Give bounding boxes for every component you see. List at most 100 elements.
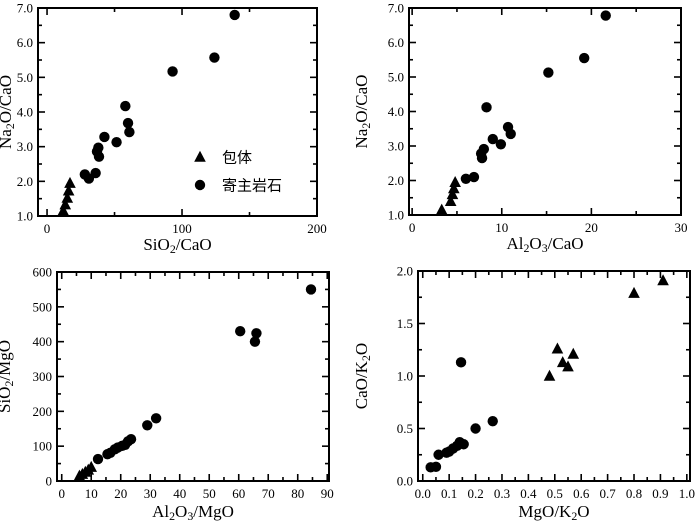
y-tick-label: 5.0	[17, 70, 33, 85]
scatter-plot-cao-k2o-vs-mgo-k2o: 0.0 0.1 0.2 0.3 0.4 0.5 0.6 0.7 0.8 0.9 1.0 0.0 0.5 1…	[352, 265, 695, 523]
panel-bottom-left: 0 10 20 30 40 50 60 70 80 90 0 100 200 300 400 500 600 Al…	[0, 265, 350, 530]
data-point-circle	[505, 128, 516, 140]
y-tick-label: 1.0	[17, 209, 33, 224]
data-point-circle	[305, 284, 317, 295]
y-tick-label: 1.0	[388, 208, 404, 223]
data-point-circle	[251, 328, 262, 339]
x-axis-title: MgO/K2O	[518, 502, 589, 523]
legend-circle-icon	[194, 179, 206, 191]
y-tick-label: 3.0	[388, 139, 404, 154]
x-tick-label: 30	[144, 486, 157, 501]
data-point-circle	[468, 171, 480, 183]
data-point-circle	[478, 143, 490, 155]
data-point-triangle	[85, 460, 98, 472]
data-point-triangle	[444, 195, 457, 206]
x-tick-label: 50	[203, 486, 216, 501]
x-tick-label: 10	[495, 220, 508, 235]
data-point-circle	[142, 420, 153, 431]
x-tick-label: 0	[409, 220, 416, 235]
scatter-plot-na2o-cao-vs-al2o3-cao: 0 10 20 30 1.0 2.0 3.0 4.0 5.0 6.0 7.0 Al2O3/CaO Na2…	[352, 1, 688, 256]
data-point-triangle	[543, 369, 556, 381]
y-tick-label: 4.0	[17, 105, 33, 120]
data-point-circle	[124, 126, 135, 138]
data-point-triangle	[657, 274, 669, 286]
x-axis-title: Al2O3/MgO	[152, 502, 234, 523]
x-tick-label: 80	[291, 486, 304, 501]
data-point-circle	[476, 152, 488, 164]
y-tick-label: 5.0	[388, 70, 404, 85]
y-tick-label: 3.0	[17, 139, 33, 154]
data-point-triangle	[628, 286, 640, 298]
x-tick-label: 0.4	[520, 486, 537, 501]
data-point-circle	[125, 434, 137, 445]
data-point-circle	[495, 139, 507, 150]
x-tick-label: 0	[58, 486, 65, 501]
y-tick-label: 0.5	[397, 421, 413, 436]
y-tick-label: 7.0	[388, 1, 404, 16]
x-tick-label: 10	[85, 486, 98, 501]
panel-top-right: 0 10 20 30 1.0 2.0 3.0 4.0 5.0 6.0 7.0 Al2O3/CaO Na2…	[350, 0, 700, 265]
data-point-triangle	[449, 176, 461, 188]
plot-frame	[408, 7, 682, 216]
legend-triangle-icon	[194, 150, 206, 162]
y-tick-label: 100	[33, 439, 53, 454]
data-point-circle	[235, 326, 246, 337]
data-point-triangle	[556, 356, 569, 368]
x-tick-label: 0.8	[626, 486, 642, 501]
x-tick-label: 60	[232, 486, 245, 501]
x-tick-label: 0.7	[599, 486, 616, 501]
x-tick-label: 0.1	[441, 486, 457, 501]
y-tick-label: 0.0	[397, 474, 413, 489]
y-tick-label: 2.0	[397, 265, 413, 279]
data-point-circle	[93, 142, 104, 153]
data-point-circle	[99, 131, 110, 143]
data-point-circle	[487, 415, 498, 427]
data-point-circle	[460, 173, 472, 184]
y-tick-label: 400	[33, 334, 53, 349]
x-tick-label: 20	[585, 220, 598, 235]
x-tick-label: 0.3	[494, 486, 510, 501]
y-tick-label: 600	[33, 265, 53, 280]
x-tick-label: 0.0	[415, 486, 431, 501]
x-tick-label: 0.5	[547, 486, 563, 501]
data-point-circle	[249, 336, 261, 347]
data-point-triangle	[62, 184, 75, 196]
y-axis-title: Na2O/CaO	[352, 75, 373, 149]
y-tick-label: 200	[33, 404, 53, 419]
x-tick-label: 30	[675, 220, 688, 235]
data-point-triangle	[562, 360, 574, 372]
y-tick-label: 1.0	[397, 369, 413, 384]
y-tick-label: 0	[46, 474, 53, 489]
y-axis-title: CaO/K2O	[352, 343, 373, 409]
data-point-triangle	[567, 347, 580, 359]
data-point-triangle	[64, 176, 76, 188]
x-tick-label: 1.0	[679, 486, 695, 501]
y-tick-label: 6.0	[17, 35, 33, 50]
data-point-circle	[458, 439, 469, 450]
data-point-circle	[487, 133, 498, 145]
data-point-circle	[600, 10, 611, 21]
y-tick-label: 1.5	[397, 316, 413, 331]
legend-label: 包体	[222, 150, 252, 167]
x-tick-label: 0.6	[573, 486, 590, 501]
scatter-plot-sio2-mgo-vs-al2o3-mgo: 0 10 20 30 40 50 60 70 80 90 0 100 200 300 400 500 600 Al…	[0, 265, 334, 523]
data-point-circle	[93, 151, 105, 162]
x-tick-label: 70	[262, 486, 275, 501]
data-point-circle	[433, 449, 444, 460]
data-point-circle	[579, 52, 590, 64]
data-point-triangle	[551, 342, 564, 354]
x-tick-label: 40	[173, 486, 186, 501]
x-axis-title: SiO2/CaO	[143, 235, 211, 256]
y-tick-label: 2.0	[17, 174, 33, 189]
data-point-circle	[111, 136, 122, 148]
data-point-triangle	[57, 204, 70, 216]
x-tick-label: 90	[321, 486, 334, 501]
plot-frame	[56, 271, 330, 482]
data-point-circle	[167, 66, 178, 77]
x-tick-label: 100	[172, 221, 192, 236]
x-tick-label: 0.9	[652, 486, 668, 501]
data-point-triangle	[61, 191, 74, 203]
y-tick-label: 4.0	[388, 104, 404, 119]
y-tick-label: 500	[33, 299, 53, 314]
